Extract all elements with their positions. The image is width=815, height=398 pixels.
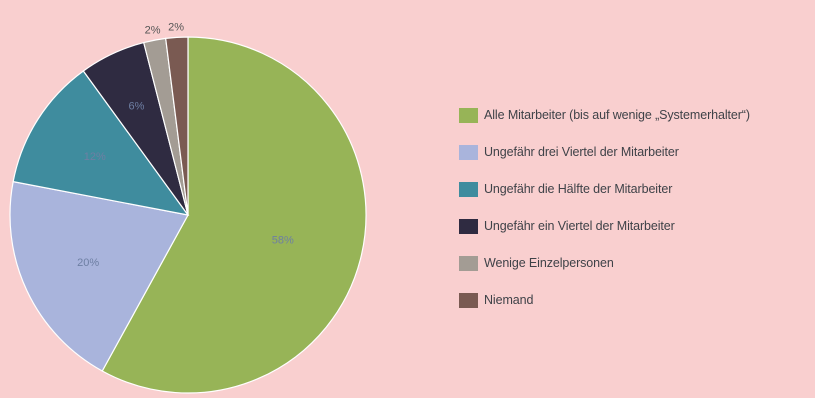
legend-label: Ungefähr die Hälfte der Mitarbeiter — [484, 182, 673, 196]
pie-slice-1 — [101, 36, 367, 394]
slice-label-5: 2% — [145, 24, 161, 36]
legend-item-3: Ungefähr die Hälfte der Mitarbeiter — [459, 180, 815, 198]
legend-label: Niemand — [484, 293, 534, 307]
pie-slice-3 — [12, 70, 190, 216]
legend-label: Ungefähr drei Viertel der Mitarbeiter — [484, 145, 679, 159]
slice-label-1: 58% — [272, 234, 294, 246]
legend-item-1: Alle Mitarbeiter (bis auf wenige „System… — [459, 106, 815, 124]
legend-swatch — [459, 144, 478, 160]
legend-swatch — [459, 218, 478, 234]
legend-swatch — [459, 181, 478, 197]
legend-item-5: Wenige Einzelpersonen — [459, 254, 815, 272]
legend-label: Ungefähr ein Viertel der Mitarbeiter — [484, 219, 675, 233]
slice-label-2: 20% — [77, 257, 99, 269]
legend-label: Wenige Einzelpersonen — [484, 256, 614, 270]
legend-item-2: Ungefähr drei Viertel der Mitarbeiter — [459, 143, 815, 161]
legend-swatch — [459, 107, 478, 123]
legend-swatch — [459, 292, 478, 308]
legend-label: Alle Mitarbeiter (bis auf wenige „System… — [484, 108, 750, 122]
slice-label-6: 2% — [168, 21, 184, 33]
legend-item-4: Ungefähr ein Viertel der Mitarbeiter — [459, 217, 815, 235]
pie-slice-6 — [165, 36, 189, 216]
legend-swatch — [459, 255, 478, 271]
pie-slice-2 — [9, 180, 189, 372]
legend-item-6: Niemand — [459, 291, 815, 309]
legend: Alle Mitarbeiter (bis auf wenige „System… — [459, 106, 815, 328]
slice-label-4: 6% — [129, 101, 145, 113]
slice-label-3: 12% — [84, 151, 106, 163]
